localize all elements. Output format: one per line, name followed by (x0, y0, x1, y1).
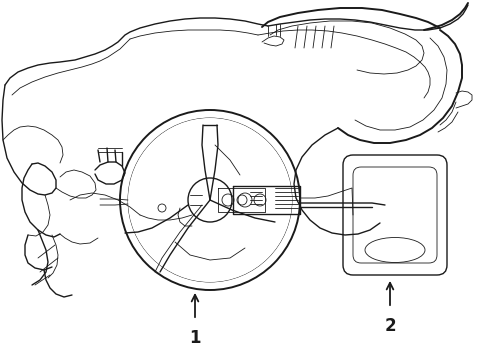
Circle shape (188, 178, 232, 222)
Text: 1: 1 (189, 329, 201, 347)
Text: 2: 2 (384, 317, 396, 335)
Circle shape (128, 118, 292, 282)
